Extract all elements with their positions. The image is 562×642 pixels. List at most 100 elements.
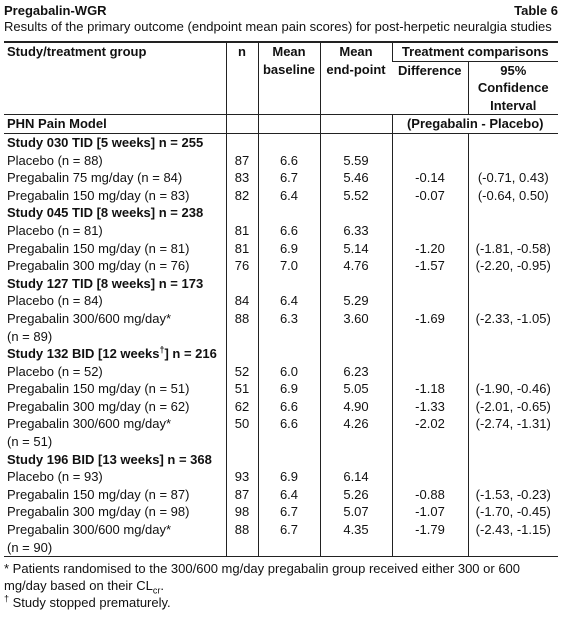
empty-cell — [391, 133, 468, 152]
data-row: Pregabalin 300/600 mg/day* (n = 51) 50 6.6 4… — [4, 415, 558, 451]
column-header: Study/treatment group — [4, 41, 226, 116]
header-row: Study/treatment group n Mean baseline Mean en… — [4, 40, 558, 116]
subscript: cr — [152, 585, 161, 596]
value-cell: 6.6 — [257, 415, 320, 451]
data-row: Pregabalin 300 mg/day (n = 98) 98 6.7 5.07-… — [4, 503, 558, 522]
study-name: Study 030 TID [5 weeks] n = 255 — [7, 134, 204, 150]
treatment-label: Placebo (n = 52) — [4, 363, 226, 381]
empty-cell — [225, 274, 258, 293]
empty-cell — [225, 204, 258, 222]
table-head: Study/treatment group n Mean baseline Mean en… — [4, 40, 558, 116]
text-line: Pregabalin 150 mg/day (n = 87) — [7, 486, 190, 502]
value-cell: 93 — [225, 468, 258, 486]
treatment-label: Pregabalin 150 mg/day (n = 83) — [4, 187, 226, 205]
empty-cell — [467, 204, 558, 222]
value-cell: 4.26 — [319, 415, 392, 451]
value-cell: 5.07 — [319, 503, 392, 522]
caption: Results of the primary outcome (endpoint… — [4, 19, 552, 34]
data-row: Pregabalin 300 mg/day (n = 76) 76 7.0 4.76-… — [4, 257, 558, 275]
value-cell: 5.59 — [319, 151, 392, 170]
empty-cell — [225, 114, 258, 134]
value-cell: 6.3 — [257, 309, 320, 346]
treatment-label: Pregabalin 300 mg/day (n = 98) — [4, 503, 226, 521]
treatment-label: Pregabalin 150 mg/day (n = 81) — [4, 240, 226, 258]
comparison-label: (Pregabalin - Placebo) — [391, 114, 558, 134]
empty-cell — [467, 221, 558, 240]
empty-cell — [257, 204, 320, 222]
value-cell: (-2.20, -0.95) — [467, 257, 558, 275]
treatment-label: Pregabalin 300/600 mg/day* (n = 89) — [4, 310, 226, 345]
footnote-mark: † — [4, 593, 10, 604]
text-line: Interval — [490, 97, 537, 113]
text-line: Pregabalin 300/600 mg/day* — [7, 522, 172, 538]
text-line: n — [238, 44, 246, 59]
data-row: Placebo (n = 88) 87 6.6 5.59 — [4, 151, 558, 170]
treatment-label: Pregabalin 150 mg/day (n = 87) — [4, 486, 226, 504]
empty-cell — [391, 450, 468, 469]
empty-cell — [391, 468, 468, 486]
study-row: Study 196 BID [13 weeks] n = 368 — [4, 450, 558, 469]
page: Pregabalin-WGR Table 6 Results of the pr… — [4, 3, 558, 611]
table-label: Table 6 — [514, 3, 558, 18]
empty-cell — [257, 114, 320, 134]
text-line: Pregabalin 300 mg/day (n = 76) — [7, 258, 190, 274]
treatment-label: Pregabalin 300/600 mg/day* (n = 90) — [4, 521, 226, 558]
empty-cell — [225, 133, 258, 152]
footnote-text: . — [160, 578, 164, 594]
treatment-label: Placebo (n = 84) — [4, 292, 226, 310]
text-line: Mean — [339, 44, 373, 59]
header-row: Difference 95% Confidence Interval — [4, 60, 558, 116]
value-cell: (-1.90, -0.46) — [467, 380, 558, 398]
study-name: Study 196 BID [13 weeks] n = 368 — [7, 451, 212, 467]
treatment-label: Pregabalin 300 mg/day (n = 76) — [4, 257, 226, 275]
value-cell: 6.0 — [257, 362, 320, 381]
treatment-label: Placebo (n = 81) — [4, 222, 226, 240]
value-cell: 82 — [225, 186, 258, 205]
data-row: Placebo (n = 93) 93 6.9 6.14 — [4, 468, 558, 486]
value-cell: 6.4 — [257, 485, 320, 504]
value-cell: 6.6 — [257, 397, 320, 416]
treatment-label: Pregabalin 300 mg/day (n = 62) — [4, 398, 226, 416]
value-cell: 6.6 — [257, 221, 320, 240]
study-row: Study 132 BID [12 weeks†] n = 216 — [4, 345, 558, 363]
value-cell: -1.33 — [391, 397, 468, 416]
empty-cell — [467, 151, 558, 170]
value-cell: 6.7 — [257, 169, 320, 187]
text-line: (n = 51) — [7, 434, 53, 450]
value-cell: 6.9 — [257, 468, 320, 486]
value-cell: 87 — [225, 151, 258, 170]
data-row: Pregabalin 300 mg/day (n = 62) 62 6.6 4.90-… — [4, 397, 558, 416]
value-cell: -1.20 — [391, 239, 468, 258]
footnote-text: Study stopped prematurely. — [9, 595, 171, 611]
study-name: Study 127 TID [8 weeks] n = 173 — [7, 275, 204, 291]
table-body: PHN Pain Model (Pregabalin - Placebo) Stud… — [4, 114, 558, 558]
value-cell: 6.33 — [319, 221, 392, 240]
value-cell: 7.0 — [257, 257, 320, 275]
value-cell: -1.18 — [391, 380, 468, 398]
value-cell: 6.4 — [257, 186, 320, 205]
footnote-text: * Patients randomised to the 300/600 mg/… — [4, 561, 521, 594]
value-cell: 52 — [225, 362, 258, 381]
study-label: Study 127 TID [8 weeks] n = 173 — [4, 275, 226, 293]
text-line: Pregabalin 300 mg/day (n = 98) — [7, 504, 190, 520]
value-cell: (-0.64, 0.50) — [467, 186, 558, 205]
text-line: Pregabalin 150 mg/day (n = 51) — [7, 381, 190, 397]
study-label: Study 132 BID [12 weeks†] n = 216 — [4, 345, 226, 363]
text-line: Placebo (n = 52) — [7, 363, 103, 379]
text-line: Placebo (n = 93) — [7, 469, 103, 485]
study-row: Study 030 TID [5 weeks] n = 255 — [4, 133, 558, 152]
value-cell: 6.7 — [257, 503, 320, 522]
value-cell: 6.14 — [319, 468, 392, 486]
empty-cell — [319, 204, 392, 222]
value-cell: 4.35 — [319, 521, 392, 558]
header: Pregabalin-WGR Table 6 — [4, 3, 558, 19]
empty-cell — [319, 133, 392, 152]
study-name: Study 045 TID [8 weeks] n = 238 — [7, 205, 204, 221]
value-cell: 6.9 — [257, 239, 320, 258]
empty-cell — [257, 450, 320, 469]
value-cell: 81 — [225, 239, 258, 258]
empty-cell — [257, 133, 320, 152]
data-row: Pregabalin 300/600 mg/day* (n = 90) 88 6.7 4… — [4, 521, 558, 558]
title: Pregabalin-WGR — [4, 3, 107, 18]
text-line: Pregabalin 150 mg/day (n = 81) — [7, 240, 190, 256]
